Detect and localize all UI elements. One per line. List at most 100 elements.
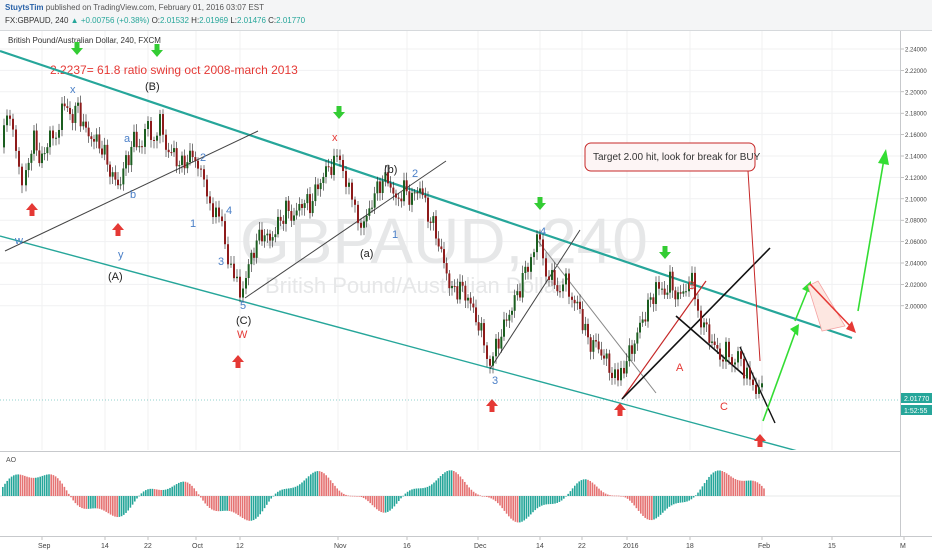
ao-bar	[354, 495, 356, 497]
ao-bar	[17, 474, 19, 496]
ao-bar	[442, 474, 444, 496]
ao-bar	[325, 475, 327, 496]
ao-bar	[567, 493, 569, 496]
ao-bar	[288, 488, 290, 496]
ao-bar	[109, 496, 112, 515]
ao-bar	[488, 496, 490, 498]
ao-bar	[46, 474, 48, 496]
ao-bar	[303, 480, 305, 496]
candle-body	[61, 103, 63, 130]
candle-body	[475, 307, 477, 323]
ao-bar	[527, 496, 530, 517]
indicator-pane[interactable]: AO	[0, 451, 900, 537]
ao-bar	[629, 496, 631, 501]
candle-body	[111, 172, 114, 177]
ao-bar	[477, 494, 479, 496]
ao-bar	[173, 485, 176, 496]
wave-label: 3	[492, 375, 498, 387]
buy-signal-arrow	[232, 355, 244, 368]
candle-body	[533, 252, 535, 258]
trend-line-black-2[interactable]	[675, 315, 746, 377]
candle-body	[98, 134, 101, 149]
candle-body	[503, 319, 505, 337]
ao-bar	[191, 485, 193, 496]
candle-body	[212, 203, 214, 218]
ao-bar	[138, 495, 140, 497]
ao-bar	[230, 496, 233, 512]
ao-bar	[197, 494, 200, 496]
ao-bar	[428, 485, 431, 496]
countdown-label: 1:52:55	[904, 408, 927, 415]
price-axis[interactable]: 2.24000 2.22000 2.20000 2.18000 2.16000 2.140…	[900, 31, 932, 536]
candle-body	[389, 183, 392, 188]
author-link[interactable]: StuytsTim	[5, 3, 44, 12]
ao-bar	[369, 496, 371, 504]
trend-line-red[interactable]	[621, 280, 707, 400]
candle-body	[69, 107, 71, 115]
ao-bar	[571, 488, 574, 496]
price-tick-label: 2.02000	[905, 283, 927, 289]
candle-body	[758, 387, 760, 394]
ohlc-line: FX:GBPAUD, 240 ▲ +0.00756 (+0.38%) O:2.0…	[5, 16, 306, 25]
trend-line-black-3[interactable]	[739, 346, 776, 424]
watermark-name: British Pound/Australian Dollar	[265, 273, 563, 298]
ao-bar	[424, 487, 426, 496]
callout[interactable]: Target 2.00 hit, look for break for BUY	[584, 142, 761, 362]
candle-body	[743, 358, 745, 379]
ao-bar	[272, 495, 275, 497]
ao-bar	[246, 496, 248, 521]
trend-line-3[interactable]	[489, 229, 581, 370]
ao-bar	[131, 496, 134, 505]
ao-bar	[640, 496, 642, 514]
candle-body	[170, 152, 173, 154]
candle-body	[548, 276, 550, 280]
candle-body	[6, 115, 8, 126]
trend-line-black[interactable]	[621, 247, 771, 400]
time-tick-label: 14	[536, 543, 544, 550]
candle-body	[224, 221, 226, 245]
candle-body	[165, 134, 167, 150]
ao-bar	[525, 496, 528, 519]
price-chart[interactable]: GBPAUD, 240 British Pound/Australian Dol…	[0, 31, 905, 454]
candle-body	[581, 308, 584, 331]
signal-arrows-group	[26, 42, 766, 447]
ao-bar	[215, 496, 217, 511]
trend-line-1[interactable]	[4, 130, 259, 252]
candle-body	[156, 135, 158, 141]
channel-upper-line[interactable]	[0, 49, 853, 340]
wave-label: b	[130, 189, 136, 201]
trend-line-4[interactable]	[537, 240, 657, 394]
ao-bar	[116, 496, 118, 518]
ao-bar	[362, 496, 365, 499]
publish-line: StuytsTim published on TradingView.com, …	[5, 3, 264, 12]
high-value: 2.01969	[199, 16, 229, 25]
candle-body	[183, 155, 186, 169]
ao-bar	[668, 496, 671, 507]
ao-bar	[717, 470, 719, 496]
time-axis[interactable]: Sep 14 22 Oct 12 Nov 16 Dec 14 22 2016 18 Feb 15 M	[0, 536, 932, 551]
candle-body	[122, 168, 125, 185]
ao-bar	[68, 493, 70, 496]
ao-bar	[21, 475, 24, 496]
channel-lower-line[interactable]	[0, 235, 806, 454]
ao-bar	[708, 476, 710, 496]
ao-bar	[664, 496, 666, 511]
ao-bar	[96, 496, 99, 509]
ao-bar	[208, 496, 211, 508]
ao-bar	[241, 496, 244, 519]
ao-bar	[598, 488, 600, 496]
candle-body	[671, 271, 674, 291]
ao-bar	[37, 477, 39, 496]
ao-bar	[684, 496, 686, 503]
wave-label: x	[332, 132, 338, 144]
candle-body	[221, 216, 223, 222]
trend-line-2[interactable]	[244, 160, 447, 299]
candle-body	[200, 168, 202, 170]
candle-body	[33, 130, 35, 154]
ao-bar	[752, 480, 754, 496]
candle-body	[18, 150, 20, 167]
ao-bar	[532, 496, 534, 513]
candle-body	[545, 258, 547, 277]
ao-bar	[499, 496, 501, 506]
ao-bar	[541, 496, 543, 506]
